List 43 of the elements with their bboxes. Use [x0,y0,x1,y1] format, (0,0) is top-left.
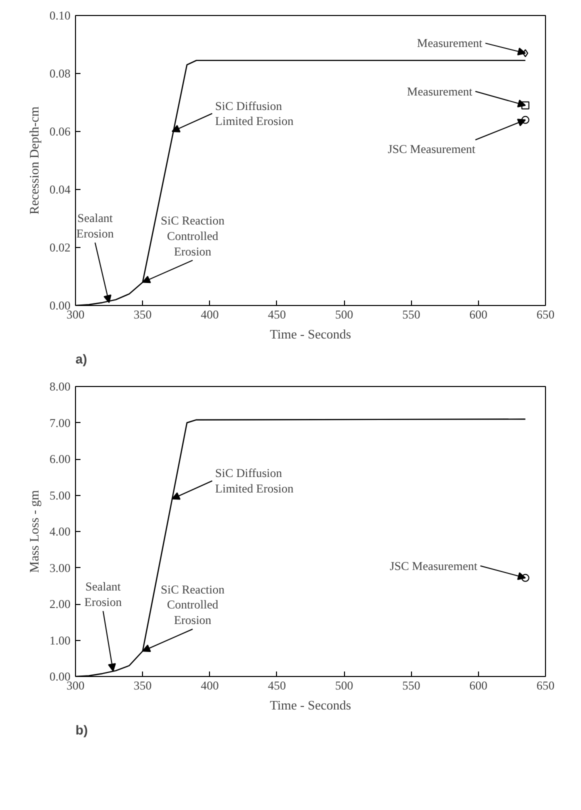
y-tick-label: 7.00 [50,416,70,430]
x-tick-label: 350 [134,678,152,692]
y-tick-label: 0.10 [50,8,70,22]
y-tick-label: 3.00 [50,560,70,575]
y-tick-label: 1.00 [50,633,70,648]
annotation: Measurement [417,36,484,50]
text: b) [76,722,88,738]
annotation: Sealant Erosion [84,580,122,610]
annotation: Measurement [407,84,474,98]
annotation: SiC Reaction Controlled Erosion [160,214,224,258]
x-tick-label: 550 [402,308,420,322]
annotation: SiC Diffusion Limited Erosion [215,98,294,128]
x-tick-label: 500 [335,308,354,322]
x-tick-label: 500 [335,678,354,692]
y-tick-label: 2.00 [50,597,70,611]
x-tick-label: 600 [469,308,488,322]
y-tick-label: 5.00 [50,488,70,502]
annotation: Sealant Erosion [76,211,114,241]
annotation: SiC Reaction Controlled Erosion [160,582,224,628]
x-tick-label: 450 [268,308,286,322]
annotation: JSC Measurement [390,558,478,573]
x-tick-label: 400 [200,308,219,322]
annotation: SiC Diffusion Limited Erosion [215,466,294,496]
x-tick-label: 400 [200,678,219,692]
y-axis-title: Mass Loss - gm [26,490,42,573]
y-tick-label: 8.00 [50,380,70,394]
x-tick-label: 450 [268,678,286,692]
x-tick-label: 650 [536,678,554,692]
y-tick-label: 6.00 [50,452,70,466]
x-tick-label: 600 [469,678,488,692]
x-axis-title: Time - Seconds [270,326,352,342]
text: a) [76,352,88,366]
y-tick-label: 0.02 [50,240,70,254]
x-tick-label: 550 [402,678,420,692]
y-tick-label: 0.08 [50,66,70,80]
y-axis-title: Recession Depth-cm [26,106,42,214]
x-tick-label: 650 [536,308,554,322]
y-tick-label: 0.06 [50,124,70,138]
annotation: JSC Measurement [388,142,476,156]
y-tick-label: 0.04 [50,182,70,196]
x-axis-title: Time - Seconds [270,698,352,712]
x-tick-label: 350 [134,308,152,322]
y-tick-label: 4.00 [50,524,70,538]
